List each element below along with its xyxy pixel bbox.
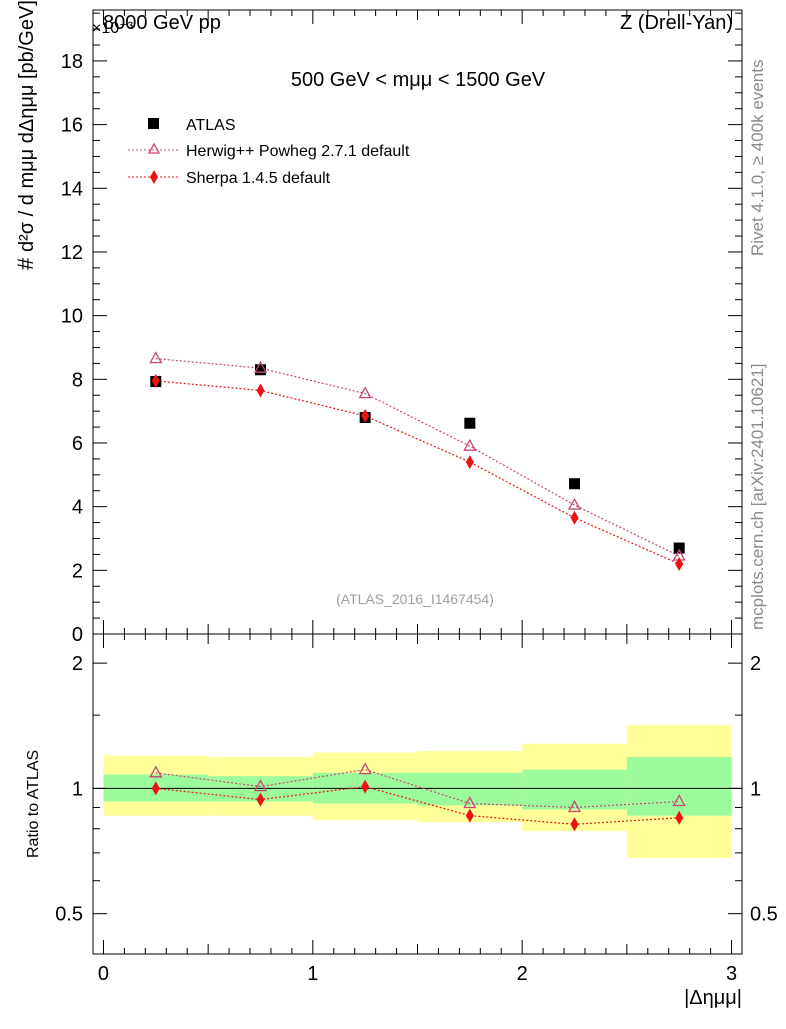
main-y-axis-title: # d²σ / d mμμ dΔημμ [pb/GeV] — [13, 0, 38, 270]
ratio-band-inner — [626, 756, 732, 816]
sherpa-ratio-point — [361, 779, 370, 794]
ratio-band-inner — [417, 772, 523, 806]
sherpa-point — [361, 408, 370, 423]
x-tick-label: 2 — [517, 963, 528, 985]
ratio-tick-label-right: 1 — [750, 778, 761, 800]
x-tick-label: 1 — [307, 963, 318, 985]
herwig-point — [149, 351, 163, 364]
sherpa-curve — [155, 380, 680, 565]
herwig-ratio-point — [567, 800, 582, 813]
sherpa-ratio-point — [256, 792, 265, 807]
y-tick-label: 18 — [61, 51, 83, 73]
legend-label-sherpa: Sherpa 1.4.5 default — [186, 170, 331, 187]
sherpa-point — [465, 455, 474, 470]
herwig-ratio-point — [253, 779, 268, 792]
cut-label: 500 GeV < mμμ < 1500 GeV — [291, 69, 546, 91]
ratio-series-group — [149, 762, 686, 832]
herwig-ratio-point — [463, 796, 477, 809]
herwig-curve — [155, 358, 680, 557]
sherpa-ratio-point — [465, 808, 474, 823]
ratio-tick-label-left: 2 — [72, 653, 83, 675]
legend-marker-herwig — [147, 142, 161, 154]
y-tick-label: 12 — [61, 242, 83, 264]
y-tick-label: 2 — [72, 560, 83, 582]
ratio-band-inner — [522, 769, 627, 810]
legend: ATLAS Herwig++ Powheg 2.7.1 default Sher… — [128, 117, 410, 187]
analysis-watermark: (ATLAS_2016_I1467454) — [336, 591, 494, 607]
sherpa-point — [151, 373, 160, 388]
sherpa-point — [570, 510, 579, 525]
ratio-tick-label-right: 2 — [750, 653, 761, 675]
legend-label-atlas: ATLAS — [186, 117, 236, 134]
atlas-point — [569, 478, 581, 490]
x-tick-label: 0 — [98, 963, 109, 985]
y-tick-label: 10 — [61, 306, 83, 328]
ratio-tick-label-left: 1 — [72, 778, 83, 800]
y-tick-label: 16 — [61, 115, 83, 137]
energy-label: 8000 GeV pp — [103, 12, 221, 34]
exponent-label: ×10⁻³ — [92, 20, 134, 37]
herwig-point — [358, 386, 372, 399]
y-tick-label: 6 — [72, 433, 83, 455]
x-tick-label: 3 — [726, 963, 737, 985]
sherpa-point — [256, 383, 265, 398]
y-tick-label: 14 — [61, 178, 83, 200]
ratio-tick-label-left: 0.5 — [55, 904, 83, 926]
main-panel-frame — [92, 9, 743, 635]
ratio-tick-label-right: 0.5 — [750, 904, 778, 926]
ratio-y-axis-label: Ratio to ATLAS — [25, 750, 42, 858]
herwig-ratio-point — [672, 794, 686, 807]
herwig-point — [567, 497, 582, 510]
x-axis-label: |Δημμ| — [684, 987, 742, 1009]
sherpa-point — [675, 556, 684, 571]
process-label: Z (Drell-Yan) — [620, 12, 733, 34]
main-series-group — [149, 351, 686, 571]
atlas-point — [254, 364, 266, 376]
sherpa-ratio-curve — [155, 786, 680, 825]
y-tick-label: 8 — [72, 369, 83, 391]
atlas-point — [464, 417, 476, 429]
ratio-uncertainty-bands — [103, 725, 732, 859]
y-tick-label: 0 — [72, 624, 83, 646]
herwig-point — [463, 438, 477, 451]
sherpa-ratio-point — [675, 810, 684, 825]
herwig-point — [253, 360, 268, 373]
main-y-axis-prefix: # — [13, 257, 38, 270]
y-tick-label: 4 — [72, 497, 83, 519]
sherpa-ratio-point — [151, 781, 160, 796]
mcplots-credit-label: mcplots.cern.ch [arXiv:2401.10621] — [748, 363, 767, 630]
legend-label-herwig: Herwig++ Powheg 2.7.1 default — [186, 143, 410, 160]
rivet-version-label: Rivet 4.1.0, ≥ 400k events — [748, 59, 767, 256]
legend-marker-sherpa — [150, 170, 158, 184]
legend-marker-atlas — [148, 118, 159, 129]
main-y-axis-label: d²σ / d mμμ dΔημμ [pb/GeV] — [16, 0, 38, 252]
atlas-point — [673, 542, 685, 554]
herwig-ratio-point — [149, 765, 163, 778]
sherpa-ratio-point — [570, 817, 579, 832]
herwig-ratio-point — [358, 762, 372, 775]
